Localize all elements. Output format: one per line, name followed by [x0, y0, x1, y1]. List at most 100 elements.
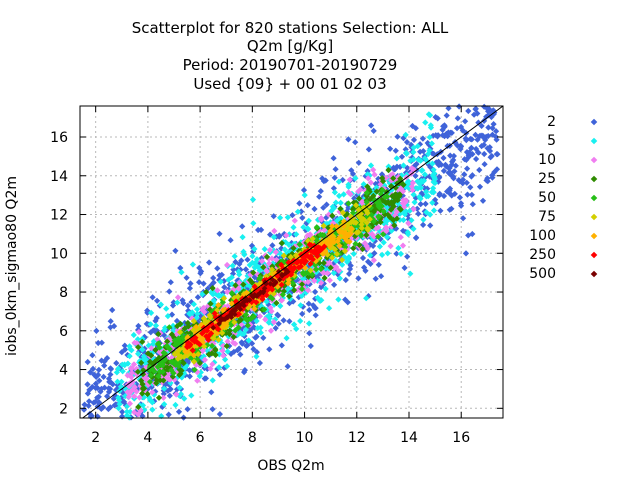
scatter-point — [419, 135, 426, 142]
scatter-point — [465, 232, 472, 239]
scatter-point — [280, 252, 287, 259]
scatter-point — [119, 361, 126, 368]
scatter-point — [171, 334, 178, 341]
scatter-point — [350, 245, 357, 252]
scatter-point — [215, 292, 222, 299]
scatter-point — [460, 215, 467, 222]
scatter-point — [214, 265, 221, 272]
scatter-point — [446, 190, 453, 197]
scatter-point — [116, 397, 123, 404]
scatter-point — [266, 246, 273, 254]
scatter-point — [350, 224, 357, 231]
scatter-point — [312, 312, 319, 319]
scatter-point — [365, 146, 372, 153]
scatter-point — [320, 222, 327, 229]
scatter-point — [493, 151, 500, 158]
scatter-point — [408, 183, 415, 190]
scatter-point — [160, 394, 167, 401]
scatter-point — [479, 197, 487, 204]
scatter-point — [332, 257, 340, 264]
scatter-point — [350, 199, 357, 206]
scatter-point — [238, 330, 245, 337]
scatter-point — [367, 162, 375, 169]
scatter-point — [206, 259, 213, 266]
scatter-point — [95, 399, 102, 406]
scatter-point — [489, 172, 496, 179]
scatter-point — [357, 214, 364, 221]
scatter-point — [105, 385, 112, 392]
scatter-point — [330, 185, 337, 192]
scatter-point — [216, 230, 223, 237]
scatter-point — [277, 302, 284, 310]
scatter-point — [181, 353, 188, 360]
scatter-point — [247, 277, 254, 284]
scatter-point — [279, 277, 286, 284]
scatter-point — [355, 275, 362, 282]
scatter-point — [406, 207, 413, 214]
scatter-point — [208, 320, 215, 327]
scatter-point — [309, 264, 316, 271]
scatter-point — [225, 276, 232, 283]
scatter-point — [377, 207, 384, 214]
scatter-point — [166, 346, 173, 353]
scatter-point — [165, 411, 172, 418]
scatter-point — [258, 255, 265, 262]
scatter-point — [439, 132, 446, 139]
scatter-point — [429, 199, 436, 206]
scatter-point — [220, 307, 227, 314]
scatter-point — [322, 248, 329, 255]
scatter-point — [335, 267, 342, 274]
scatter-point — [256, 275, 263, 283]
scatter-point — [183, 330, 191, 337]
scatter-point — [146, 378, 154, 385]
scatter-point — [95, 371, 102, 378]
scatter-point — [435, 158, 442, 165]
scatter-point — [172, 361, 179, 368]
scatter-point — [122, 393, 129, 400]
scatter-point — [430, 207, 438, 214]
scatter-point — [232, 340, 239, 347]
scatter-point — [119, 408, 126, 415]
scatter-point — [283, 266, 289, 273]
scatter-point — [214, 330, 221, 337]
scatter-point — [135, 344, 142, 351]
legend-marker-75 — [590, 213, 598, 221]
scatter-point — [193, 314, 200, 321]
scatter-point — [380, 239, 387, 246]
scatter-point — [139, 402, 147, 409]
scatter-point — [422, 119, 429, 126]
scatter-point — [261, 246, 268, 253]
scatter-point — [367, 241, 374, 248]
scatter-point — [86, 386, 93, 393]
scatter-point — [320, 204, 327, 211]
scatter-point — [213, 324, 220, 331]
scatter-point — [189, 261, 196, 268]
scatter-point — [236, 345, 243, 352]
scatter-point — [345, 189, 352, 196]
scatter-point — [298, 285, 306, 293]
scatter-point — [203, 333, 210, 340]
scatter-point — [298, 292, 305, 299]
scatter-point — [247, 315, 254, 322]
scatter-point — [177, 391, 185, 398]
scatter-point — [161, 401, 168, 408]
scatter-point — [172, 401, 179, 409]
scatter-point — [480, 141, 487, 148]
scatter-point — [95, 393, 102, 400]
scatter-point — [338, 256, 346, 263]
scatter-point — [241, 369, 248, 376]
scatter-point — [189, 347, 196, 354]
scatter-point — [207, 365, 214, 372]
scatter-point — [215, 302, 222, 309]
scatter-point — [411, 199, 418, 206]
scatter-point — [198, 321, 205, 328]
scatter-point — [339, 176, 346, 184]
scatter-point — [190, 318, 197, 325]
scatter-point — [332, 166, 339, 173]
scatter-point — [409, 122, 416, 130]
scatter-point — [204, 365, 211, 372]
scatter-point — [92, 398, 99, 405]
scatter-point — [356, 195, 363, 202]
scatter-point — [448, 171, 455, 179]
scatter-point — [371, 202, 378, 209]
